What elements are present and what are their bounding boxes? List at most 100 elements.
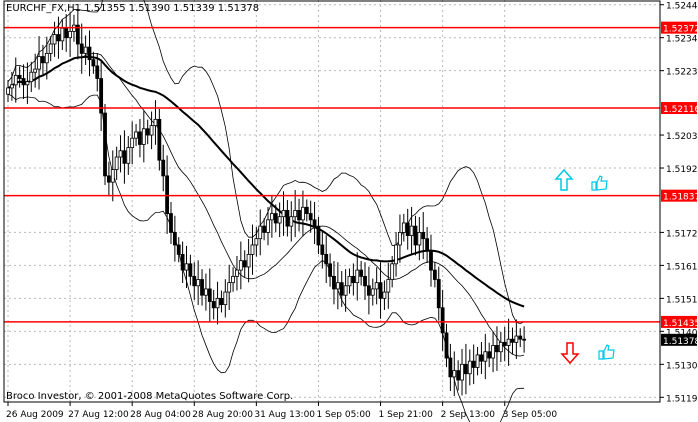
candle-body	[41, 56, 45, 64]
candles	[6, 9, 527, 397]
candle-body	[289, 216, 294, 227]
candle-body	[227, 282, 232, 293]
candle-body	[498, 341, 503, 353]
candle-body	[479, 354, 484, 362]
down-arrow-shape	[560, 342, 580, 365]
ohlc-values: 1.51355 1.51390 1.51339 1.51378	[84, 3, 260, 14]
thumbs-up-icon	[591, 175, 608, 191]
candle-body	[281, 210, 286, 218]
candle-body	[60, 27, 65, 42]
candle-body	[425, 238, 430, 252]
current-price-label: 1.51378	[663, 337, 698, 347]
level-price-tag	[661, 315, 697, 328]
candle-body	[79, 43, 84, 54]
x-tick-label: 27 Aug 12:00	[68, 410, 129, 420]
candle-body	[134, 131, 138, 139]
symbol-label: EURCHF_FX,H1	[6, 3, 82, 14]
level-price-tag	[661, 189, 697, 202]
candle-body	[355, 269, 360, 284]
candle-body	[165, 175, 170, 214]
candle-body	[219, 297, 224, 306]
candle-body	[273, 213, 278, 224]
candle-body	[250, 244, 255, 255]
candle-body	[269, 213, 274, 221]
candle-body	[64, 27, 69, 39]
candle-body	[258, 225, 263, 240]
candle-body	[83, 46, 88, 54]
candle-body	[75, 24, 80, 45]
y-tick-label: 1.52340	[666, 35, 698, 45]
candle-body	[95, 65, 100, 79]
candle-body	[6, 87, 10, 95]
candle-body	[370, 288, 375, 296]
candle-body	[405, 222, 410, 236]
candle-body	[390, 263, 395, 280]
candle-body	[409, 225, 414, 236]
chart-header: EURCHF_FX,H1 1.51355 1.51390 1.51339 1.5…	[6, 3, 259, 14]
upper-band	[7, 0, 525, 325]
middle-band	[7, 53, 525, 357]
candle-body	[436, 279, 441, 309]
candle-body	[238, 260, 243, 271]
candle-body	[421, 232, 426, 240]
candle-body	[169, 213, 173, 233]
y-tick-label: 1.51510	[666, 295, 698, 305]
candle-body	[502, 341, 507, 346]
candle-body	[188, 263, 193, 277]
candle-body	[215, 297, 220, 309]
candle-body	[456, 370, 461, 381]
candle-body	[475, 354, 480, 368]
candle-body	[374, 282, 379, 290]
candle-body	[378, 282, 383, 299]
y-tick-label: 1.51925	[666, 165, 698, 175]
candle-body	[9, 84, 14, 89]
thumb-shape	[598, 344, 615, 360]
candle-body	[68, 31, 72, 39]
candle-body	[262, 225, 267, 233]
candle-body	[87, 46, 92, 61]
candle-body	[487, 351, 492, 359]
candle-body	[33, 68, 38, 73]
candle-body	[180, 253, 185, 271]
candle-body	[126, 147, 131, 164]
candle-body	[242, 260, 247, 268]
candle-body	[343, 285, 348, 296]
level-price-label: 1.52116	[663, 105, 698, 115]
x-tick-label: 2 Sep 13:00	[441, 410, 496, 420]
candle-body	[106, 175, 111, 183]
candle-body	[312, 219, 317, 227]
candle-body	[99, 78, 104, 114]
candle-body	[44, 52, 49, 64]
candle-body	[254, 238, 259, 246]
candle-body	[149, 125, 154, 136]
candle-body	[103, 112, 107, 177]
x-tick-label: 1 Sep 05:00	[316, 410, 371, 420]
candle-body	[13, 74, 18, 86]
candle-body	[304, 206, 309, 214]
candle-body	[122, 150, 127, 164]
candle-body	[495, 345, 499, 353]
candle-body	[141, 128, 146, 145]
candle-body	[386, 279, 391, 293]
candle-body	[138, 131, 142, 145]
x-tick-label: 3 Sep 05:00	[503, 410, 558, 420]
slow-moving-average	[7, 55, 525, 308]
candle-body	[308, 213, 313, 221]
candle-body	[157, 118, 162, 161]
level-price-tag	[661, 102, 697, 115]
candle-body	[285, 210, 290, 227]
candle-body	[204, 288, 208, 296]
up-arrow-shape	[554, 168, 574, 191]
candle-body	[200, 279, 204, 296]
y-tick-label: 1.51615	[666, 262, 698, 272]
candle-body	[48, 43, 53, 54]
signals	[554, 168, 615, 365]
candle-body	[110, 169, 115, 183]
candle-body	[207, 288, 212, 302]
candle-body	[91, 59, 96, 67]
candle-body	[514, 335, 519, 343]
horizontal-levels[interactable]: 1.52372 1.52116 1.51837 1.51435 1.51378	[4, 21, 698, 347]
candle-body	[21, 78, 26, 86]
candle-body	[324, 253, 329, 265]
